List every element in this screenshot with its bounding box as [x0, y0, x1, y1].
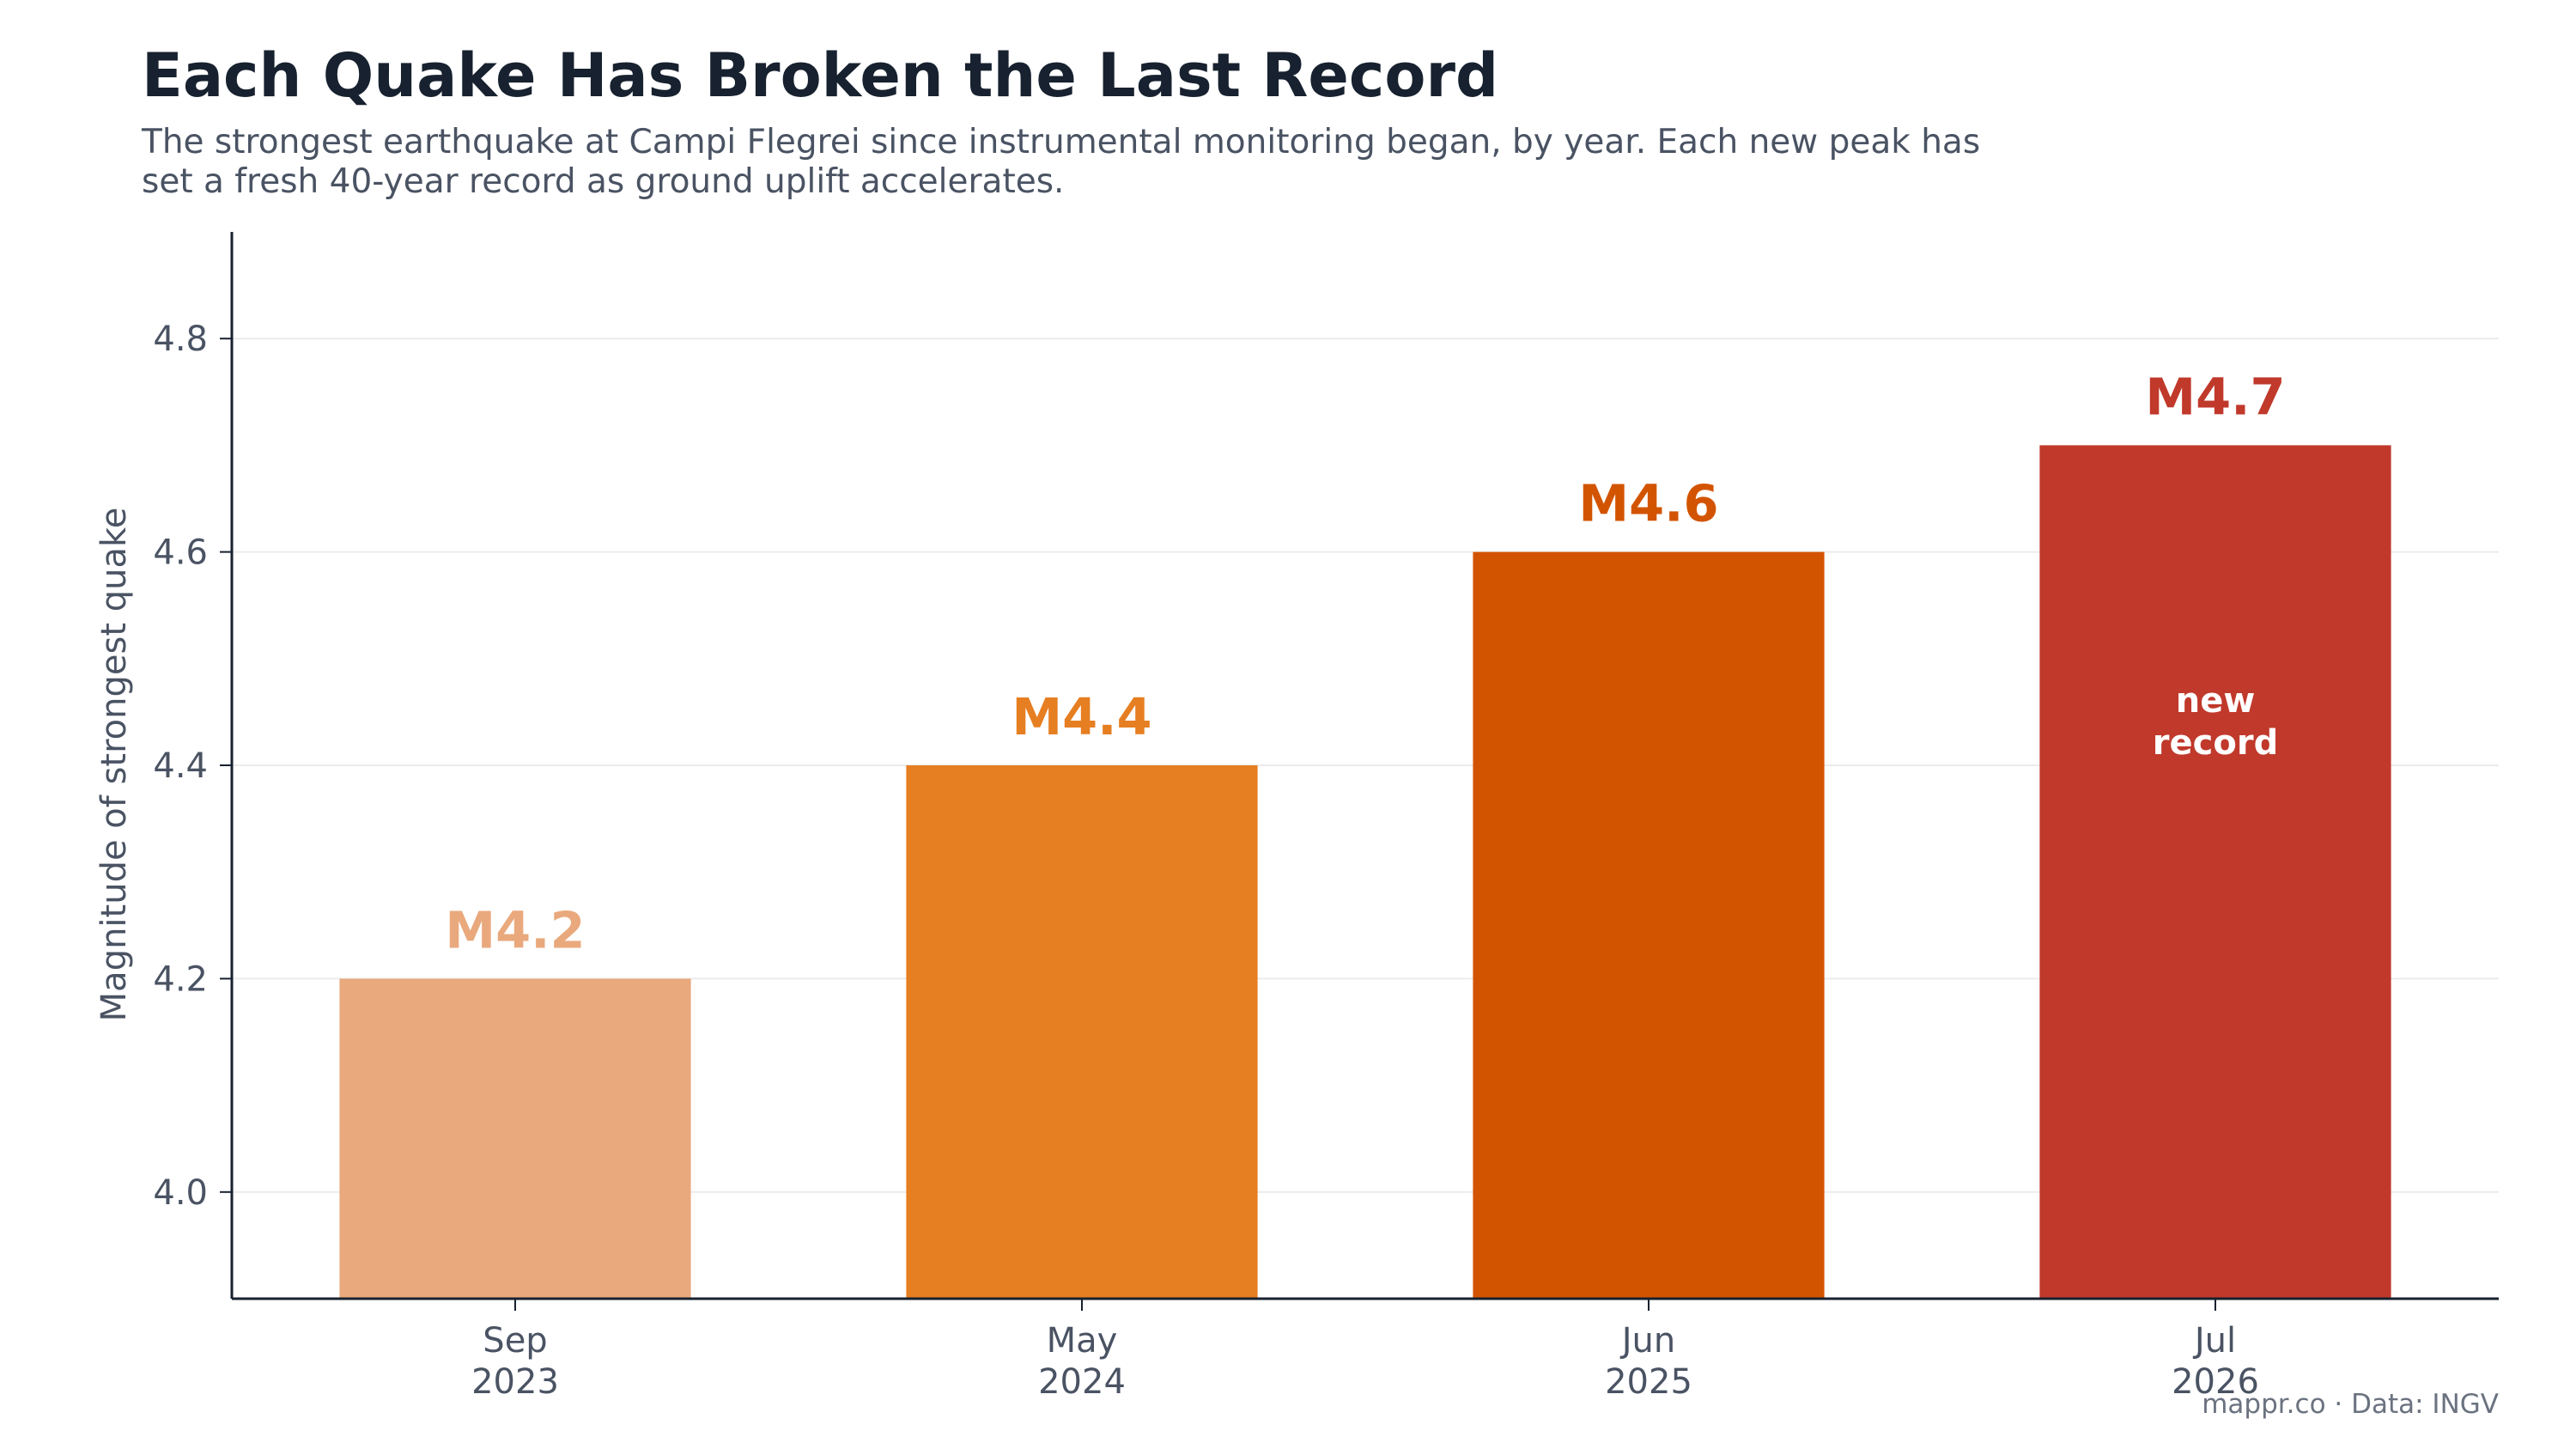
bar	[2039, 445, 2391, 1299]
x-tick-label: May	[1047, 1321, 1118, 1361]
chart-subtitle-line-1: The strongest earthquake at Campi Flegre…	[141, 123, 1980, 161]
x-tick-label: Jul	[2192, 1321, 2236, 1361]
y-tick-label: 4.6	[153, 533, 208, 573]
y-tick-label: 4.4	[153, 746, 208, 786]
value-labels: M4.2 M4.4 M4.6 M4.7	[445, 367, 2285, 959]
bars	[339, 445, 2391, 1299]
x-tick-label: 2023	[471, 1362, 559, 1402]
chart-subtitle-line-2: set a fresh 40-year record as ground upl…	[142, 162, 1064, 201]
chart-title: Each Quake Has Broken the Last Record	[142, 40, 1498, 111]
y-ticks: 4.0 4.2 4.4 4.6 4.8	[153, 320, 232, 1213]
bar	[1473, 551, 1825, 1299]
bar-annotation: record	[2153, 723, 2278, 763]
bar-value-label: M4.4	[1012, 687, 1151, 746]
x-tick-label: 2025	[1605, 1362, 1692, 1402]
y-tick-label: 4.8	[153, 320, 208, 359]
bar	[906, 765, 1258, 1299]
x-tick-label: 2026	[2172, 1362, 2259, 1402]
source-note: mappr.co · Data: INGV	[2202, 1389, 2499, 1420]
bar-value-label: M4.6	[1578, 474, 1718, 533]
y-axis-label: Magnitude of strongest quake	[94, 508, 134, 1022]
bar-annotation: new	[2176, 681, 2256, 721]
bar-value-label: M4.2	[445, 900, 585, 959]
y-tick-label: 4.2	[153, 959, 208, 999]
x-tick-label: Sep	[483, 1321, 547, 1361]
x-tick-label: 2024	[1038, 1362, 1126, 1402]
bar	[339, 978, 691, 1299]
y-tick-label: 4.0	[153, 1173, 208, 1213]
x-tick-label: Jun	[1619, 1321, 1676, 1361]
bar-value-label: M4.7	[2145, 367, 2285, 426]
